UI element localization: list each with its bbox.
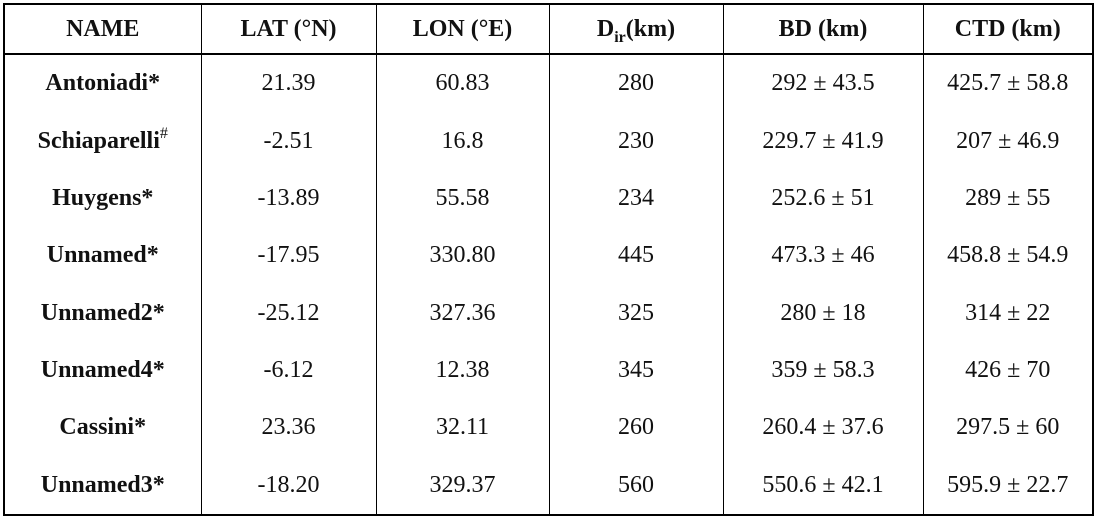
value-cell: 252.6 ± 51 [722, 169, 924, 228]
value-cell: -17.95 [200, 227, 377, 285]
table-row: Unnamed* -17.95 330.80 445 473.3 ± 46 458.8 ±… [3, 227, 1094, 285]
value-cell: 16.8 [375, 112, 550, 170]
header-cell: Dir(km) [548, 4, 724, 55]
header-cell: CTD (km) [922, 4, 1094, 55]
value-cell: -2.51 [200, 112, 377, 170]
value-cell: 55.58 [375, 169, 550, 228]
value-cell: -25.12 [200, 284, 377, 342]
value-cell: 327.36 [375, 284, 550, 342]
value-cell: 32.11 [375, 399, 550, 457]
name-cell: Cassini* [3, 399, 202, 457]
table-row: Huygens* -13.89 55.58 234 252.6 ± 51 289 ± 55 [3, 169, 1094, 228]
cell-text: Schiaparelli [37, 127, 160, 154]
value-cell: 280 ± 18 [722, 284, 924, 342]
value-cell: 229.7 ± 41.9 [722, 112, 924, 170]
value-cell: 458.8 ± 54.9 [922, 227, 1094, 285]
cell-rest: (km) [625, 15, 676, 42]
cell-sub: ir [614, 28, 626, 46]
value-cell: 297.5 ± 60 [922, 399, 1094, 457]
table-row: Unnamed3* -18.20 329.37 560 550.6 ± 42.1 595.… [3, 456, 1094, 515]
value-cell: 12.38 [375, 341, 550, 400]
value-cell: 260 [548, 399, 724, 457]
value-cell: 292 ± 43.5 [722, 54, 924, 113]
value-cell: 330.80 [375, 227, 550, 285]
data-table: NAME LAT (°N) LON (°E) Dir(km) BD (km) CTD (k… [3, 3, 1094, 516]
name-cell: Huygens* [3, 169, 202, 228]
table-row: Unnamed4* -6.12 12.38 345 359 ± 58.3 426 ± 70 [3, 341, 1094, 400]
value-cell: 550.6 ± 42.1 [722, 456, 924, 515]
table-row: Antoniadi* 21.39 60.83 280 292 ± 43.5 425.7 ±… [3, 54, 1094, 113]
value-cell: 23.36 [200, 399, 377, 457]
value-cell: -6.12 [200, 341, 377, 400]
name-cell: Unnamed3* [3, 456, 202, 515]
name-cell: Unnamed4* [3, 341, 202, 400]
value-cell: 425.7 ± 58.8 [922, 54, 1094, 113]
value-cell: 473.3 ± 46 [722, 227, 924, 285]
value-cell: 21.39 [200, 54, 377, 113]
cell-sup: # [159, 124, 168, 142]
value-cell: 60.83 [375, 54, 550, 113]
table-row: Schiaparelli# -2.51 16.8 230 229.7 ± 41.9 207… [3, 112, 1094, 170]
header-cell: NAME [3, 4, 202, 55]
header-row: NAME LAT (°N) LON (°E) Dir(km) BD (km) CTD (k… [3, 4, 1094, 55]
table-body: Antoniadi* 21.39 60.83 280 292 ± 43.5 425.7 ±… [3, 54, 1094, 515]
value-cell: 359 ± 58.3 [722, 341, 924, 400]
value-cell: 345 [548, 341, 724, 400]
value-cell: 260.4 ± 37.6 [722, 399, 924, 457]
value-cell: 595.9 ± 22.7 [922, 456, 1094, 515]
name-cell: Antoniadi* [3, 54, 202, 113]
value-cell: 280 [548, 54, 724, 113]
name-cell: Unnamed2* [3, 284, 202, 342]
name-cell: Schiaparelli# [3, 112, 202, 170]
table-row: Unnamed2* -25.12 327.36 325 280 ± 18 314 ± 22 [3, 284, 1094, 342]
header-cell: LON (°E) [375, 4, 550, 55]
value-cell: 207 ± 46.9 [922, 112, 1094, 170]
value-cell: 560 [548, 456, 724, 515]
table-row: Cassini* 23.36 32.11 260 260.4 ± 37.6 297.5 ±… [3, 399, 1094, 457]
value-cell: 325 [548, 284, 724, 342]
value-cell: 445 [548, 227, 724, 285]
table-header: NAME LAT (°N) LON (°E) Dir(km) BD (km) CTD (k… [3, 4, 1094, 55]
value-cell: 234 [548, 169, 724, 228]
value-cell: 230 [548, 112, 724, 170]
value-cell: 426 ± 70 [922, 341, 1094, 400]
value-cell: 289 ± 55 [922, 169, 1094, 228]
cell-text: D [596, 15, 615, 42]
header-cell: BD (km) [722, 4, 924, 55]
value-cell: 329.37 [375, 456, 550, 515]
table-wrapper: NAME LAT (°N) LON (°E) Dir(km) BD (km) CTD (k… [3, 3, 1094, 516]
value-cell: 314 ± 22 [922, 284, 1094, 342]
name-cell: Unnamed* [3, 227, 202, 285]
header-cell: LAT (°N) [200, 4, 377, 55]
value-cell: -18.20 [200, 456, 377, 515]
value-cell: -13.89 [200, 169, 377, 228]
